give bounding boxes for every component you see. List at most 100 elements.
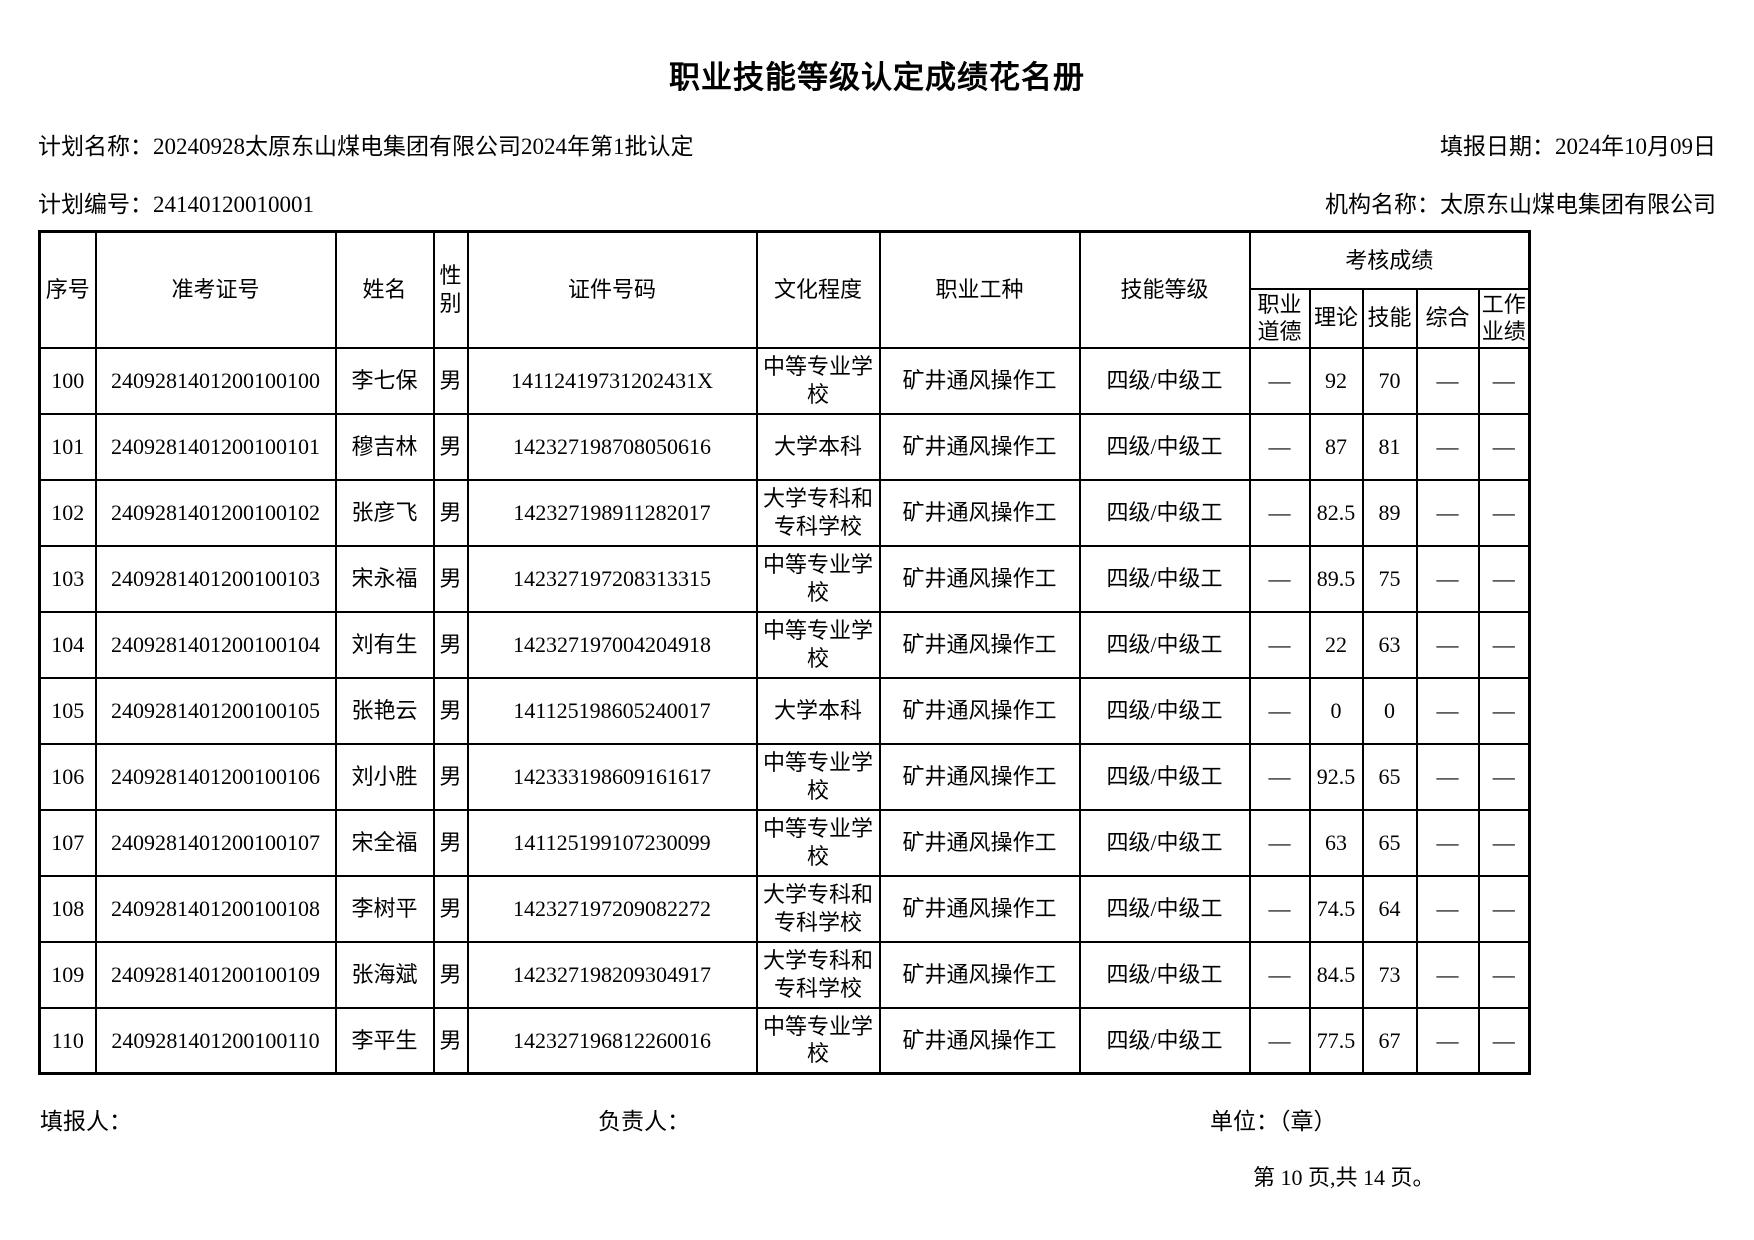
meta-row-1: 计划名称：20240928太原东山煤电集团有限公司2024年第1批认定 填报日期… <box>38 132 1716 162</box>
cell-score-comprehensive: — <box>1415 940 1480 1009</box>
cell-id-number: 142327198708050616 <box>466 412 758 481</box>
cell-exam-ticket: 2409281401200100107 <box>94 808 337 877</box>
cell-score-work: — <box>1477 412 1531 481</box>
cell-seq: 104 <box>38 610 97 679</box>
col-header-scores-group: 考核成绩 <box>1248 230 1531 290</box>
cell-score-skill: 81 <box>1361 412 1418 481</box>
cell-skill-level: 四级/中级工 <box>1078 412 1251 481</box>
cell-exam-ticket: 2409281401200100106 <box>94 742 337 811</box>
cell-score-work: — <box>1477 346 1531 415</box>
cell-gender: 男 <box>432 544 469 613</box>
cell-score-theory: 92 <box>1308 346 1364 415</box>
cell-score-skill: 70 <box>1361 346 1418 415</box>
cell-name: 宋永福 <box>334 544 435 613</box>
cell-occupation: 矿井通风操作工 <box>878 478 1081 547</box>
cell-score-work: — <box>1477 544 1531 613</box>
org-name-label: 机构名称： <box>1325 192 1440 217</box>
manager-label: 负责人： <box>598 1109 690 1134</box>
col-header-score-comprehensive: 综合 <box>1415 287 1480 349</box>
cell-skill-level: 四级/中级工 <box>1078 742 1251 811</box>
cell-gender: 男 <box>432 412 469 481</box>
cell-score-skill: 0 <box>1361 676 1418 745</box>
col-header-occupation: 职业工种 <box>878 230 1081 349</box>
cell-occupation: 矿井通风操作工 <box>878 676 1081 745</box>
plan-name-value: 20240928太原东山煤电集团有限公司2024年第1批认定 <box>153 134 694 159</box>
cell-education: 大学本科 <box>755 412 881 481</box>
unit-seal-label: 单位：（章） <box>1210 1109 1337 1134</box>
org-name-value: 太原东山煤电集团有限公司 <box>1440 192 1716 217</box>
cell-score-theory: 63 <box>1308 808 1364 877</box>
cell-score-theory: 22 <box>1308 610 1364 679</box>
cell-score-theory: 77.5 <box>1308 1006 1364 1075</box>
table-row: 110 2409281401200100110 李平生 男 1423271968… <box>38 1006 1531 1075</box>
cell-exam-ticket: 2409281401200100110 <box>94 1006 337 1075</box>
table-row: 106 2409281401200100106 刘小胜 男 1423331986… <box>38 742 1531 811</box>
cell-occupation: 矿井通风操作工 <box>878 808 1081 877</box>
cell-education: 中等专业学校 <box>755 742 881 811</box>
cell-score-ethics: — <box>1248 346 1311 415</box>
cell-seq: 105 <box>38 676 97 745</box>
cell-name: 刘有生 <box>334 610 435 679</box>
cell-exam-ticket: 2409281401200100102 <box>94 478 337 547</box>
cell-score-ethics: — <box>1248 412 1311 481</box>
cell-score-skill: 67 <box>1361 1006 1418 1075</box>
header-row-scores: 职业道德 理论 技能 综合 工作业绩 <box>40 287 1531 349</box>
cell-score-theory: 82.5 <box>1308 478 1364 547</box>
cell-score-work: — <box>1477 808 1531 877</box>
cell-seq: 102 <box>38 478 97 547</box>
table-row: 102 2409281401200100102 张彦飞 男 1423271989… <box>38 478 1531 547</box>
table-row: 107 2409281401200100107 宋全福 男 1411251991… <box>38 808 1531 877</box>
cell-skill-level: 四级/中级工 <box>1078 346 1251 415</box>
cell-id-number: 142333198609161617 <box>466 742 758 811</box>
cell-score-ethics: — <box>1248 940 1311 1009</box>
col-header-score-theory: 理论 <box>1308 287 1364 349</box>
cell-exam-ticket: 2409281401200100103 <box>94 544 337 613</box>
cell-score-skill: 75 <box>1361 544 1418 613</box>
cell-gender: 男 <box>432 1006 469 1075</box>
table-row: 101 2409281401200100101 穆吉林 男 1423271987… <box>38 412 1531 481</box>
cell-skill-level: 四级/中级工 <box>1078 610 1251 679</box>
cell-name: 李七保 <box>334 346 435 415</box>
cell-score-ethics: — <box>1248 874 1311 943</box>
cell-score-theory: 84.5 <box>1308 940 1364 1009</box>
cell-score-ethics: — <box>1248 478 1311 547</box>
cell-seq: 103 <box>38 544 97 613</box>
cell-seq: 101 <box>38 412 97 481</box>
cell-name: 刘小胜 <box>334 742 435 811</box>
cell-education: 大学专科和专科学校 <box>755 940 881 1009</box>
cell-gender: 男 <box>432 808 469 877</box>
cell-id-number: 142327197209082272 <box>466 874 758 943</box>
cell-education: 大学专科和专科学校 <box>755 478 881 547</box>
cell-id-number: 142327196812260016 <box>466 1006 758 1075</box>
cell-score-work: — <box>1477 1006 1531 1075</box>
cell-occupation: 矿井通风操作工 <box>878 1006 1081 1075</box>
cell-score-comprehensive: — <box>1415 610 1480 679</box>
cell-id-number: 141125198605240017 <box>466 676 758 745</box>
cell-score-work: — <box>1477 742 1531 811</box>
plan-code-label: 计划编号： <box>38 192 153 217</box>
cell-score-skill: 73 <box>1361 940 1418 1009</box>
cell-exam-ticket: 2409281401200100109 <box>94 940 337 1009</box>
cell-name: 李树平 <box>334 874 435 943</box>
cell-education: 大学本科 <box>755 676 881 745</box>
cell-score-skill: 63 <box>1361 610 1418 679</box>
cell-occupation: 矿井通风操作工 <box>878 940 1081 1009</box>
cell-id-number: 142327197004204918 <box>466 610 758 679</box>
cell-education: 中等专业学校 <box>755 808 881 877</box>
col-header-id-number: 证件号码 <box>466 230 758 349</box>
cell-gender: 男 <box>432 346 469 415</box>
filler-label: 填报人： <box>40 1109 132 1134</box>
cell-score-comprehensive: — <box>1415 874 1480 943</box>
cell-occupation: 矿井通风操作工 <box>878 412 1081 481</box>
plan-name-label: 计划名称： <box>38 134 153 159</box>
cell-seq: 100 <box>38 346 97 415</box>
cell-exam-ticket: 2409281401200100108 <box>94 874 337 943</box>
report-date-label: 填报日期： <box>1440 134 1555 159</box>
cell-exam-ticket: 2409281401200100104 <box>94 610 337 679</box>
cell-score-theory: 92.5 <box>1308 742 1364 811</box>
table-row: 109 2409281401200100109 张海斌 男 1423271982… <box>38 940 1531 1009</box>
plan-code-value: 24140120010001 <box>153 192 314 217</box>
cell-seq: 110 <box>38 1006 97 1075</box>
col-header-score-ethics: 职业道德 <box>1248 287 1311 349</box>
cell-score-theory: 74.5 <box>1308 874 1364 943</box>
